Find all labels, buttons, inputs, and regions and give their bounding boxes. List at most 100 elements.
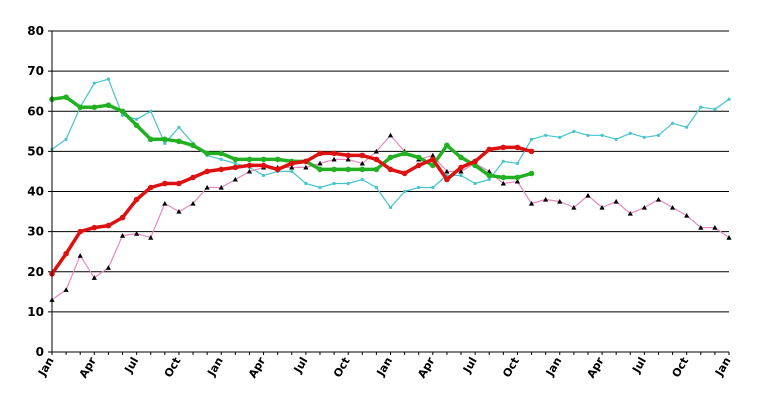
data-point — [670, 121, 675, 125]
data-point — [500, 144, 507, 151]
data-point — [105, 102, 112, 109]
data-point — [431, 185, 435, 190]
data-point — [204, 168, 210, 175]
data-point — [698, 225, 704, 230]
y-tick-label: 0 — [36, 345, 44, 359]
data-point — [64, 137, 68, 141]
data-point — [106, 77, 111, 81]
data-point — [473, 181, 477, 186]
data-point — [190, 142, 196, 149]
data-point — [387, 154, 394, 161]
data-point — [514, 178, 521, 184]
data-point — [190, 174, 196, 181]
data-point — [331, 150, 337, 157]
data-point — [387, 132, 394, 138]
data-point — [91, 104, 98, 111]
data-point — [345, 152, 351, 159]
data-point — [232, 164, 239, 171]
data-point — [727, 97, 731, 101]
data-point — [712, 225, 718, 230]
data-point — [246, 156, 253, 163]
data-point — [260, 156, 267, 163]
data-point — [274, 166, 281, 173]
data-point — [528, 200, 535, 206]
data-point — [669, 204, 676, 210]
gridlines — [52, 30, 729, 313]
data-point — [163, 141, 167, 145]
data-point — [218, 184, 224, 190]
data-point — [219, 157, 223, 161]
data-point — [571, 204, 577, 210]
series-group — [49, 77, 732, 302]
data-point — [373, 166, 380, 173]
plot-frame — [51, 31, 729, 353]
data-point — [459, 173, 463, 178]
data-point — [558, 135, 562, 139]
data-point — [289, 164, 295, 170]
data-point — [458, 168, 464, 174]
data-point — [585, 192, 591, 198]
data-point — [218, 150, 225, 157]
data-point — [304, 181, 308, 186]
data-point — [529, 137, 534, 141]
data-point — [190, 200, 196, 206]
data-point — [403, 189, 407, 194]
data-point — [288, 160, 295, 167]
data-point — [318, 185, 322, 190]
data-point — [63, 94, 69, 101]
series-1 — [49, 132, 732, 302]
data-point — [472, 158, 478, 165]
data-point — [204, 184, 210, 190]
data-point — [246, 162, 253, 169]
data-point — [515, 161, 520, 166]
data-point — [388, 205, 393, 210]
data-point — [586, 133, 590, 137]
data-point — [600, 133, 604, 137]
data-point — [699, 105, 703, 109]
data-point — [133, 196, 140, 203]
data-point — [458, 154, 464, 161]
data-point — [500, 180, 506, 186]
data-point — [500, 174, 507, 181]
data-point — [246, 168, 253, 174]
data-point — [472, 162, 478, 169]
data-point — [91, 275, 97, 280]
data-point — [303, 164, 309, 170]
data-point — [162, 180, 168, 187]
data-point — [148, 235, 154, 240]
data-point — [119, 214, 126, 221]
data-point — [599, 204, 605, 210]
data-point — [430, 156, 436, 163]
data-point — [176, 180, 182, 187]
data-point — [274, 156, 281, 163]
data-point — [317, 160, 323, 166]
data-point — [91, 224, 98, 231]
data-point — [415, 154, 422, 161]
data-point — [147, 136, 154, 143]
data-point — [345, 166, 351, 173]
data-point — [92, 81, 96, 85]
data-point — [458, 164, 464, 171]
data-point — [77, 253, 83, 258]
data-point — [176, 138, 182, 145]
data-point — [486, 172, 493, 179]
data-point — [177, 125, 181, 129]
data-point — [487, 177, 491, 182]
data-point — [430, 152, 436, 158]
series-0 — [50, 77, 731, 210]
data-point — [655, 196, 662, 202]
data-point — [514, 174, 521, 181]
data-point — [614, 137, 618, 141]
data-point — [544, 133, 548, 137]
data-point — [444, 168, 450, 174]
data-point — [713, 107, 717, 111]
data-point — [204, 150, 210, 157]
data-point — [105, 265, 112, 270]
data-point — [147, 184, 154, 191]
data-point — [656, 133, 661, 137]
data-point — [613, 198, 619, 204]
data-point — [444, 176, 450, 183]
data-point — [162, 200, 168, 206]
